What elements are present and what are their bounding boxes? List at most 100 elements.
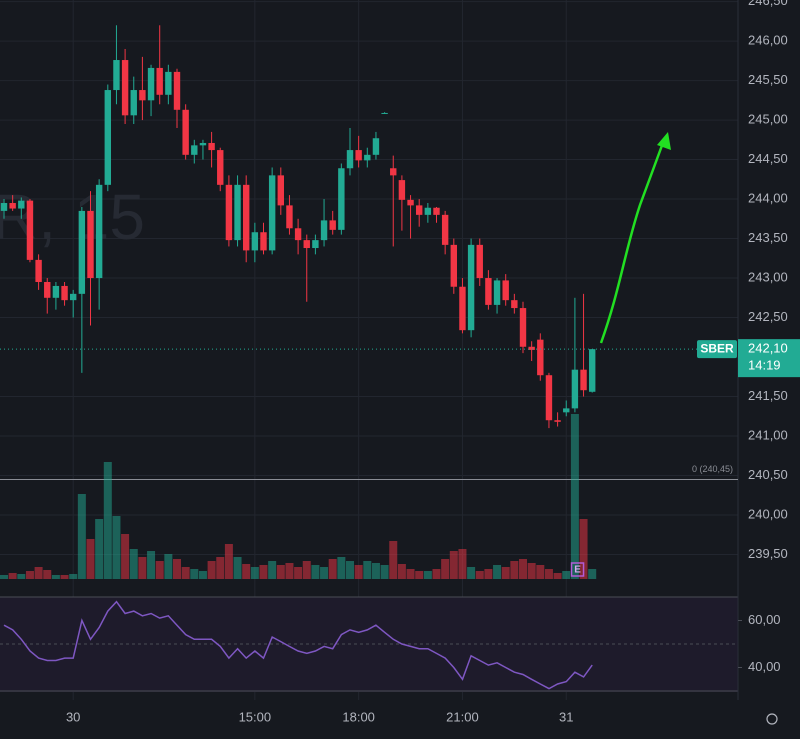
volume-bar — [112, 516, 121, 579]
symbol-label: SBER — [700, 341, 734, 355]
y-tick-label: 242,50 — [748, 309, 788, 324]
volume-bar — [501, 567, 510, 579]
volume-bar — [484, 569, 493, 579]
candle-body — [476, 244, 483, 279]
candle-body — [424, 207, 432, 215]
candle-body — [165, 71, 172, 95]
volume-bar — [181, 567, 190, 579]
volume-bar — [380, 565, 389, 579]
candle-body — [199, 142, 207, 146]
candle-body — [251, 232, 259, 251]
volume-bar — [562, 571, 571, 579]
candle-body — [277, 175, 284, 206]
volume-bar — [0, 575, 8, 579]
candle-body — [78, 210, 86, 294]
x-tick-label: 31 — [559, 709, 573, 724]
candle-body — [173, 71, 181, 110]
volume-bar — [337, 557, 346, 579]
y-tick-label: 244,00 — [748, 190, 788, 205]
candle-body — [398, 180, 406, 200]
candle-body — [407, 199, 414, 206]
volume-bar — [302, 561, 311, 579]
candle-body — [554, 420, 561, 422]
y-tick-label: 241,00 — [748, 427, 788, 442]
rsi-tick-label: 40,00 — [748, 659, 781, 674]
settings-icon[interactable] — [766, 713, 778, 725]
candle-body — [286, 205, 293, 229]
x-tick-label: 30 — [66, 709, 80, 724]
volume-bar — [544, 569, 553, 579]
volume-bar — [441, 559, 450, 579]
candle-body — [121, 60, 129, 116]
volume-bar — [458, 549, 467, 579]
candle-body — [113, 60, 120, 91]
volume-bar — [311, 565, 320, 579]
volume-bar — [346, 561, 354, 579]
candle-body — [52, 285, 60, 298]
volume-bar — [147, 551, 156, 579]
volume-bar — [285, 563, 294, 579]
candle-body — [61, 285, 68, 301]
candle-body — [537, 339, 544, 376]
candle-body — [95, 184, 103, 279]
volume-bar — [432, 569, 441, 579]
volume-bar — [493, 565, 502, 579]
volume-bar — [103, 462, 112, 579]
volume-bar — [536, 565, 545, 579]
volume-bar — [207, 561, 216, 579]
rsi-tick-label: 60,00 — [748, 612, 781, 627]
candle-body — [459, 286, 466, 331]
y-tick-label: 245,00 — [748, 112, 788, 127]
volume-bar — [242, 564, 251, 579]
volume-bar — [579, 519, 588, 579]
volume-bar — [527, 563, 536, 579]
volume-bar — [467, 567, 476, 579]
volume-bar — [25, 571, 34, 579]
candle-body — [355, 150, 362, 161]
volume-bar — [363, 561, 372, 579]
y-tick-label: 245,50 — [748, 72, 788, 87]
volume-bar — [276, 565, 285, 579]
candle-body — [156, 67, 163, 95]
candle-body — [139, 90, 146, 101]
y-tick-label: 246,50 — [748, 0, 788, 8]
volume-bar — [519, 559, 527, 579]
volume-bar — [268, 561, 277, 579]
candle-body — [580, 369, 587, 391]
candle-body — [217, 150, 224, 185]
volume-bar — [198, 571, 207, 579]
volume-bar — [415, 571, 424, 579]
candle-body — [35, 259, 42, 282]
candle-body — [70, 293, 77, 301]
candle-body — [372, 138, 380, 155]
arrow — [599, 139, 666, 344]
event-marker — [570, 562, 585, 577]
symbol-tag — [697, 340, 737, 359]
candle-body — [441, 214, 449, 245]
candle-body — [268, 175, 276, 251]
watermark: R, 15 — [0, 181, 145, 253]
candle-body — [260, 232, 267, 251]
volume-bar — [233, 557, 242, 579]
candle-body — [346, 150, 354, 169]
price-tag — [738, 339, 800, 378]
candle-body — [338, 168, 345, 230]
candle-body — [44, 281, 51, 298]
candle-body — [208, 142, 215, 151]
candle-body — [182, 109, 189, 155]
volume-bar — [43, 570, 52, 579]
x-tick-label: 15:00 — [239, 709, 272, 724]
volume-bar — [371, 563, 380, 579]
volume-bar — [69, 574, 78, 579]
y-tick-label: 244,50 — [748, 151, 788, 166]
candle-body — [104, 90, 111, 185]
volume-bar — [397, 564, 406, 579]
volume-bar — [155, 561, 164, 579]
candle-body — [0, 203, 8, 211]
volume-bar — [294, 567, 303, 579]
volume-bar — [216, 557, 225, 579]
candle-body — [519, 308, 527, 347]
volume-bar — [95, 519, 104, 579]
volume-bar — [406, 569, 415, 579]
